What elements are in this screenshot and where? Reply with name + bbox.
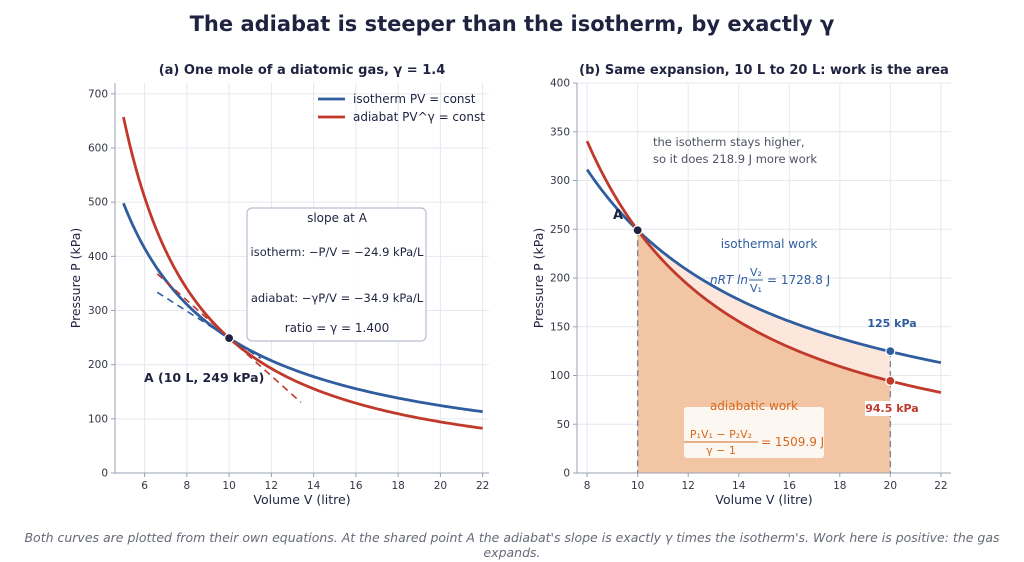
adiabatic-work-denominator: γ − 1	[706, 444, 736, 457]
x-tick-label: 18	[391, 480, 404, 492]
adiabatic-work-box	[684, 407, 824, 458]
isothermal-work-title: isothermal work	[721, 237, 818, 251]
y-tick-label: 400	[550, 78, 570, 90]
x-tick-label: 12	[265, 480, 278, 492]
y-tick-label: 0	[101, 468, 108, 480]
isothermal-work-annotation: isothermal work nRT ln V₂ V₁ = 1728.8 J	[710, 237, 830, 295]
x-tick-label: 14	[732, 480, 746, 492]
isothermal-work-denominator: V₁	[750, 282, 762, 295]
y-tick-label: 300	[88, 305, 108, 317]
figure-caption: Both curves are plotted from their own e…	[24, 530, 1000, 560]
panel-b-ticks: 8 10 12 14 16 18 20 22 0 50 100 150 200 250 300 350 400	[550, 78, 948, 493]
adiabat-end-marker	[885, 375, 896, 386]
x-tick-label: 8	[183, 480, 190, 492]
x-tick-label: 20	[434, 480, 447, 492]
point-a-marker	[224, 333, 235, 344]
panel-a-isotherm-tangent	[156, 291, 262, 360]
y-tick-label: 700	[88, 88, 108, 100]
x-tick-label: 6	[141, 480, 148, 492]
y-tick-label: 300	[550, 175, 570, 187]
y-tick-label: 100	[550, 370, 570, 382]
panel-b-x-label: Volume V (litre)	[715, 492, 812, 507]
adiabatic-work-numerator: P₁V₁ − P₂V₂	[690, 428, 752, 441]
adiabatic-work-annotation: adiabatic work P₁V₁ − P₂V₂ γ − 1 = 1509.…	[684, 399, 824, 458]
point-a-label: A	[613, 208, 623, 223]
isotherm-end-marker	[885, 346, 896, 357]
slope-box-adiabat: adiabat: −γP/V = −34.9 kPa/L	[251, 291, 424, 305]
point-a-label: A (10 L, 249 kPa)	[144, 370, 264, 385]
slope-box-isotherm: isotherm: −P/V = −24.9 kPa/L	[251, 245, 425, 259]
y-tick-label: 200	[88, 359, 108, 371]
adiabatic-work-title: adiabatic work	[710, 399, 798, 413]
panel-a-title: (a) One mole of a diatomic gas, γ = 1.4	[159, 63, 446, 78]
y-tick-label: 500	[88, 197, 108, 209]
panel-b-title: (b) Same expansion, 10 L to 20 L: work i…	[579, 63, 949, 78]
x-tick-label: 10	[222, 480, 235, 492]
x-tick-label: 20	[884, 480, 897, 492]
panel-a-x-label: Volume V (litre)	[253, 492, 350, 507]
legend-adiabat-label: adiabat PV^γ = const	[353, 110, 485, 124]
panel-a: (a) One mole of a diatomic gas, γ = 1.4 …	[68, 63, 489, 507]
panel-b: (b) Same expansion, 10 L to 20 L: work i…	[531, 63, 951, 507]
isothermal-work-numerator: V₂	[750, 266, 762, 279]
isothermal-work-prefix: nRT ln	[710, 273, 748, 287]
panel-b-isotherm-curve	[585, 168, 942, 365]
y-tick-label: 400	[88, 251, 108, 263]
x-tick-label: 22	[476, 480, 489, 492]
x-tick-label: 8	[584, 480, 591, 492]
isotherm-end-label: 125 kPa	[867, 317, 916, 330]
x-tick-label: 16	[349, 480, 363, 492]
x-tick-label: 16	[783, 480, 797, 492]
slope-box-ratio: ratio = γ = 1.400	[285, 321, 390, 335]
legend-isotherm-label: isotherm PV = const	[353, 92, 476, 106]
y-tick-label: 250	[550, 224, 570, 236]
x-tick-label: 18	[833, 480, 846, 492]
top-note-line-2: so it does 218.9 J more work	[653, 152, 817, 166]
adiabat-end-label-bg	[865, 401, 919, 416]
slope-box-frame	[246, 207, 427, 342]
slope-box: slope at A isotherm: −P/V = −24.9 kPa/L …	[246, 207, 427, 342]
y-tick-label: 0	[563, 468, 570, 480]
panel-a-y-label: Pressure P (kPa)	[68, 228, 83, 329]
x-tick-label: 14	[307, 480, 321, 492]
top-note-line-1: the isotherm stays higher,	[653, 135, 805, 149]
y-tick-label: 200	[550, 273, 570, 285]
slope-box-title: slope at A	[307, 211, 368, 225]
isothermal-work-value: = 1728.8 J	[767, 273, 830, 287]
x-tick-label: 10	[631, 480, 644, 492]
y-tick-label: 50	[557, 419, 570, 431]
x-tick-label: 22	[934, 480, 947, 492]
panel-a-ticks: 6 8 10 12 14 16 18 20 22 0 100 200 300 400 500 600 700	[88, 88, 489, 492]
point-a-marker	[632, 225, 643, 236]
adiabatic-work-value: = 1509.9 J	[761, 435, 824, 449]
work-difference-area	[637, 230, 891, 382]
panel-a-isotherm-curve	[122, 202, 483, 414]
y-tick-label: 350	[550, 126, 570, 138]
x-tick-label: 12	[682, 480, 695, 492]
panel-b-adiabat-curve	[585, 140, 942, 394]
panel-a-adiabat-curve	[122, 116, 483, 430]
y-tick-label: 600	[88, 143, 108, 155]
panel-a-legend: isotherm PV = const adiabat PV^γ = const	[318, 92, 485, 124]
y-tick-label: 100	[88, 413, 108, 425]
panel-b-y-label: Pressure P (kPa)	[531, 228, 546, 329]
adiabat-end-label: 94.5 kPa	[865, 402, 918, 415]
y-tick-label: 150	[550, 321, 570, 333]
figure-title: The adiabat is steeper than the isotherm…	[189, 12, 835, 36]
